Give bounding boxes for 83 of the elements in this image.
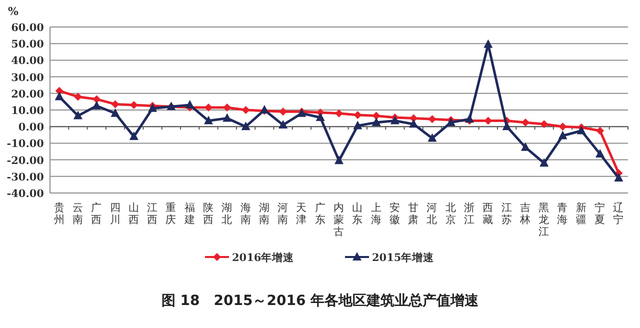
y-tick-label: 10.00 (11, 105, 44, 117)
x-tick-label: 辽宁 (613, 202, 624, 226)
point (185, 100, 194, 109)
x-tick-label: 内蒙古 (334, 201, 344, 238)
y-tick-label: 50.00 (11, 38, 44, 51)
y-tick-label: 30.00 (11, 72, 44, 84)
point (241, 122, 250, 130)
point (110, 108, 120, 117)
point (558, 130, 568, 140)
point (54, 92, 64, 100)
point (129, 132, 138, 140)
x-tick-label: 青海 (557, 201, 568, 226)
x-tick-label: 山西 (128, 201, 140, 226)
point (596, 148, 605, 158)
point (242, 106, 250, 114)
x-tick-label: 天津 (296, 202, 308, 226)
x-tick-label: 福建 (183, 201, 196, 226)
point (465, 114, 474, 123)
x-tick-label: 湖北 (222, 202, 233, 226)
x-tick-label: 广东 (314, 201, 326, 226)
point (428, 133, 437, 142)
point (354, 110, 362, 119)
point (335, 109, 343, 118)
x-tick-label: 江苏 (501, 202, 512, 226)
x-tick-label: 宁夏 (594, 201, 606, 226)
x-tick-label: 上海 (370, 201, 382, 226)
y-tick-label: 40.00 (11, 55, 44, 68)
point (372, 112, 380, 120)
x-tick-label: 安徽 (389, 201, 400, 226)
y-tick-label: 20.00 (11, 88, 44, 100)
x-tick-label: 陕西 (202, 202, 214, 226)
x-tick-label: 新疆 (576, 201, 587, 226)
point (521, 118, 530, 126)
point (540, 158, 549, 167)
point (558, 122, 567, 131)
point (614, 173, 624, 182)
point (372, 117, 381, 126)
x-tick-label: 黑龙江 (538, 202, 550, 238)
point (540, 120, 548, 128)
y-tick-label: -30.00 (6, 171, 44, 184)
point (222, 113, 232, 122)
point (316, 112, 325, 121)
x-tick-label: 贵州 (54, 201, 65, 226)
point (520, 142, 530, 151)
x-tick-label: 海南 (240, 202, 252, 226)
y-tick-label: -40.00 (6, 188, 44, 200)
x-tick-label: 湖南 (258, 202, 270, 226)
point (111, 100, 120, 108)
x-tick-label: 河北 (426, 202, 438, 226)
x-tick-label: 四川 (110, 202, 121, 226)
point (596, 126, 604, 135)
point (92, 100, 102, 110)
x-tick-label: 重庆 (166, 201, 177, 226)
x-tick-label: 吉林 (518, 201, 531, 226)
y-tick-label: -20.00 (6, 154, 44, 167)
legend-label: 2016年增速 (232, 251, 296, 264)
point (92, 95, 101, 104)
point (502, 122, 512, 130)
point (73, 110, 82, 120)
x-tick-label: 西藏 (482, 202, 494, 226)
x-tick-label: 云南 (72, 202, 84, 226)
x-tick-label: 广西 (91, 201, 102, 226)
y-axis-title: % (8, 5, 19, 18)
x-tick-label: 甘肃 (408, 201, 420, 226)
point (278, 120, 288, 128)
point (484, 39, 493, 48)
y-tick-label: -10.00 (6, 138, 44, 150)
y-tick-label: 60.00 (11, 22, 44, 34)
point (223, 104, 232, 112)
point (353, 120, 362, 130)
x-tick-label: 河南 (278, 202, 289, 226)
legend-label: 2015年增速 (372, 251, 436, 264)
x-tick-label: 山东 (352, 201, 364, 226)
x-tick-label: 江西 (147, 202, 158, 226)
point (390, 116, 400, 124)
point (576, 126, 586, 134)
x-tick-label: 北京 (445, 201, 456, 226)
y-tick-label: 0.00 (18, 122, 44, 134)
point (204, 116, 213, 124)
x-tick-label: 浙江 (464, 201, 476, 226)
point (334, 156, 344, 164)
text: 图 18 2015～2016 年各地区建筑业总产值增速 (161, 292, 480, 309)
point (74, 92, 82, 101)
